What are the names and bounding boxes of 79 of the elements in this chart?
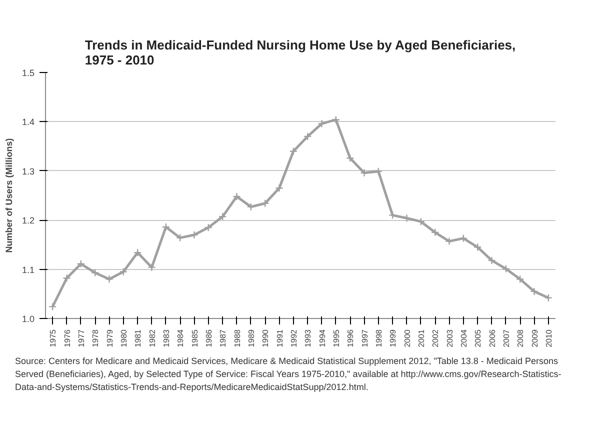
x-tick-label: 1981 [134, 328, 143, 348]
x-tick-label: 1980 [119, 328, 128, 348]
point [445, 237, 454, 246]
point [346, 154, 354, 162]
point [530, 287, 538, 296]
y-tick-label: 1.3 [22, 166, 35, 176]
point [502, 264, 510, 273]
point [318, 120, 326, 128]
y-tick-label: 1.4 [22, 117, 35, 128]
x-tick-label: 2003 [445, 328, 454, 348]
point [148, 263, 156, 272]
x-tick-label: 1982 [148, 328, 157, 348]
x-tick-label: 2006 [488, 328, 497, 348]
x-tick-label: 1986 [204, 328, 214, 348]
x-tick-label: 2000 [402, 328, 412, 348]
point [62, 274, 71, 282]
x-tick-label: 1997 [360, 328, 370, 348]
point [90, 268, 100, 277]
x-tick-label: 2001 [416, 328, 426, 348]
point [416, 217, 426, 226]
x-tick-label: 2009 [530, 328, 540, 348]
y-axis-title: Number of Users (Millions) [4, 138, 14, 253]
point [275, 184, 284, 192]
x-tick-label: 1991 [275, 328, 284, 348]
x-tick-label: 1993 [304, 328, 313, 348]
x-tick-label: 1979 [105, 328, 114, 348]
point [430, 228, 440, 236]
point [488, 256, 496, 265]
point [260, 199, 270, 208]
y-tick-label: 1.0 [22, 314, 35, 324]
x-tick-label: 1985 [190, 328, 200, 348]
x-tick-label: 1987 [218, 328, 228, 348]
point [544, 294, 553, 302]
chart-title: Trends in Medicaid-Funded Nursing Home Use by Aged Beneficiaries, 1975 - 2010 [84, 38, 516, 68]
point [119, 268, 128, 276]
x-tick-label: 1978 [91, 328, 100, 348]
x-tick-label: 2002 [431, 328, 440, 348]
y-tick-label: 1.5 [22, 68, 35, 78]
point [388, 211, 397, 220]
x-tick-label: 1984 [176, 328, 186, 348]
source-note: Source: Centers for Medicare and Medicaid Services, Medicare & Medicaid Statistical Supplement 2012, "Table 13.8 - Medicaid Persons Served (Beneficiaries), Aged, by Selected Type of Service: Fiscal Years 1975-2010," available at http://www.cms.gov/Research-Statistics-Data-and-Systems/Statistics-Trends-and-Reports/MedicareMedicaidStatSupp/2012.html. [15, 355, 562, 394]
point [516, 275, 524, 284]
x-tick-label: 2004 [459, 328, 468, 348]
point [332, 116, 340, 124]
x-tick-label: 1983 [162, 328, 171, 348]
point [48, 302, 57, 311]
x-tick-label: 1995 [332, 328, 341, 348]
point [402, 214, 411, 222]
point [246, 202, 256, 211]
x-tick-label: 1996 [346, 328, 356, 348]
point [459, 234, 468, 242]
point [473, 243, 482, 252]
point [105, 275, 114, 284]
y-tick-label: 1.1 [22, 264, 35, 275]
y-tick-label: 1.2 [22, 216, 35, 226]
point [289, 147, 298, 156]
x-tick-label: 1990 [261, 328, 270, 348]
point [162, 222, 170, 232]
x-tick-label: 1992 [289, 328, 298, 348]
point [76, 260, 86, 268]
point [133, 248, 142, 257]
x-tick-label: 1988 [232, 328, 242, 348]
x-tick-label: 1989 [246, 328, 256, 348]
x-tick-label: 2005 [474, 328, 483, 348]
point [176, 234, 184, 242]
point [190, 230, 198, 239]
point [218, 212, 227, 221]
x-tick-label: 2010 [544, 328, 554, 348]
x-tick-label: 2008 [516, 328, 526, 348]
x-tick-label: 1977 [76, 328, 86, 348]
x-tick-label: 1976 [62, 328, 72, 348]
point [204, 223, 213, 232]
x-tick-label: 1975 [48, 328, 58, 348]
x-tick-label: 1998 [374, 328, 384, 348]
x-tick-label: 1994 [318, 328, 327, 348]
x-tick-label: 1999 [388, 328, 398, 348]
point [303, 132, 312, 141]
x-tick-label: 2007 [502, 328, 511, 348]
point [232, 192, 241, 201]
